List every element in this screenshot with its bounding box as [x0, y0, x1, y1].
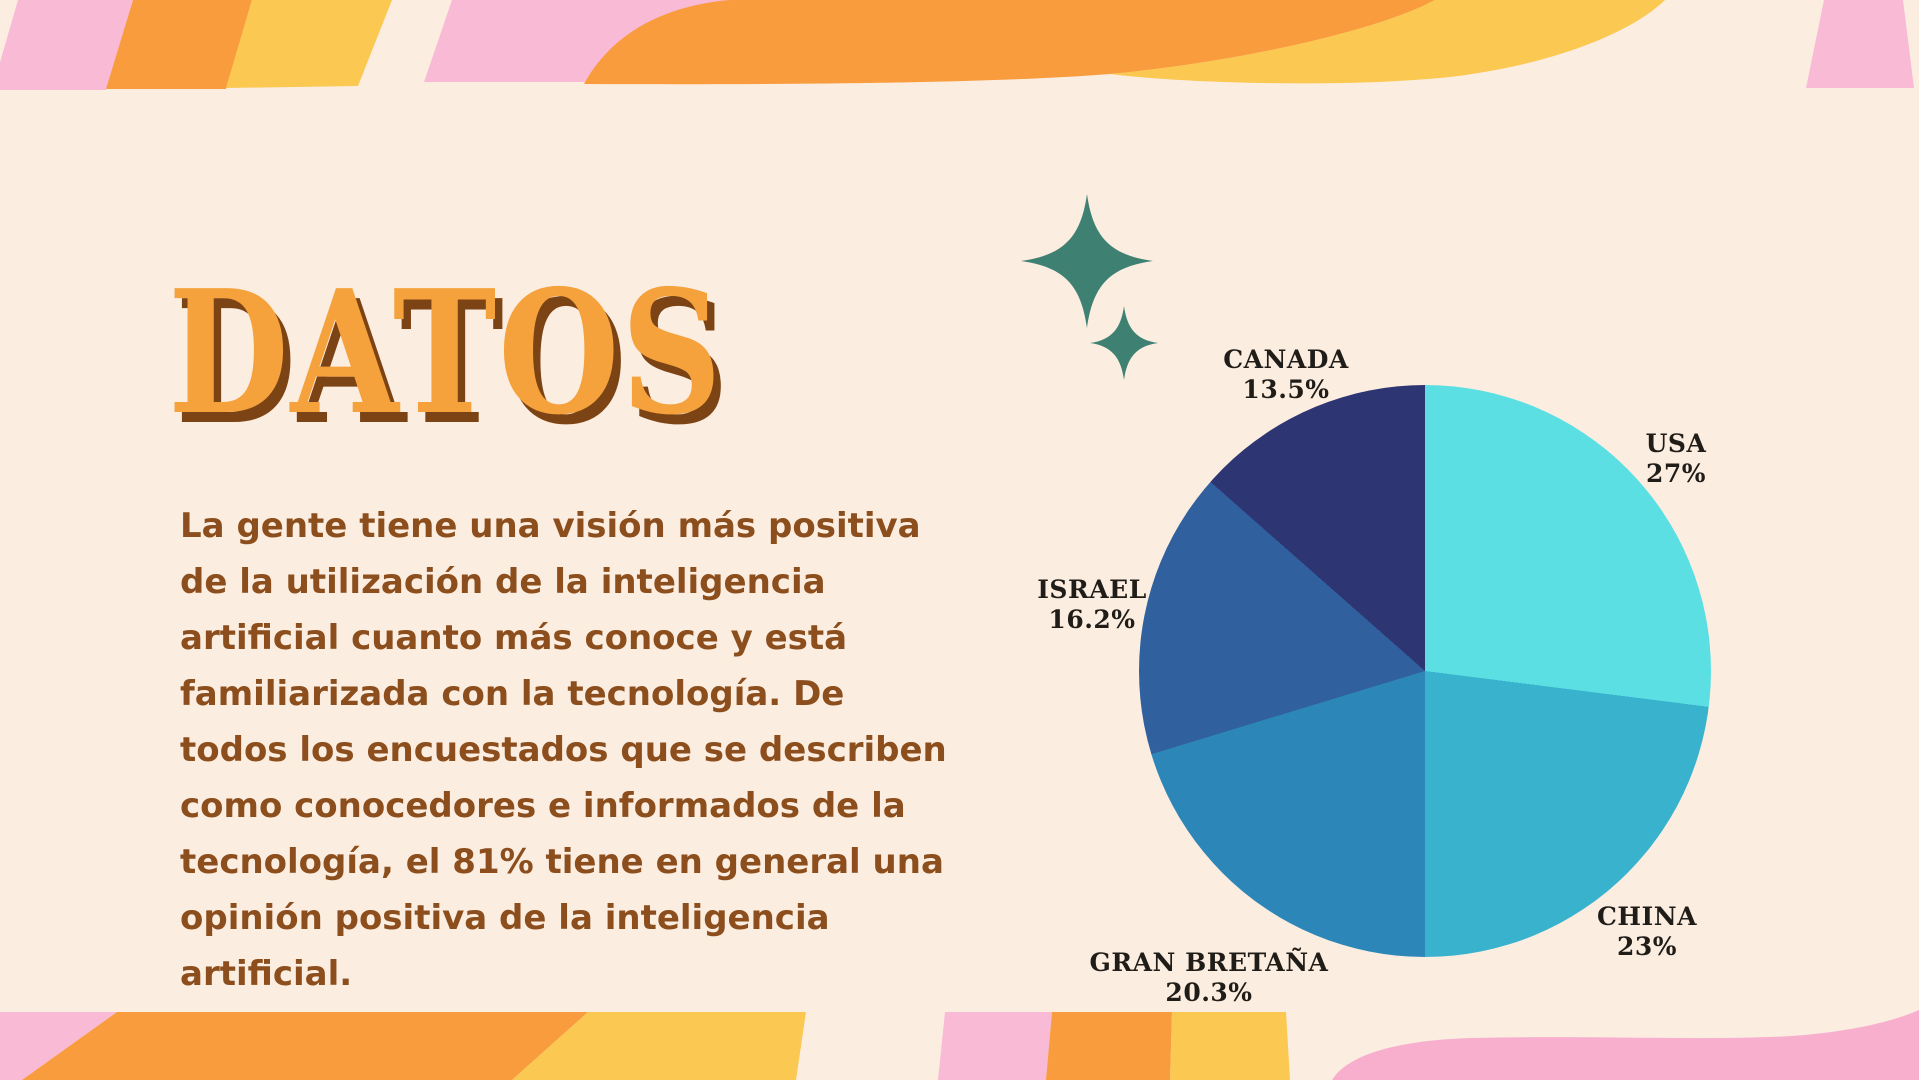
top-decoration [0, 0, 1914, 90]
pie-label-israel: ISRAEL 16.2% [1037, 575, 1147, 635]
page-title: DATOS [168, 253, 724, 453]
pie-label-usa: USA 27% [1646, 429, 1707, 489]
bottom-decoration [0, 1010, 1919, 1080]
pie-chart [1139, 385, 1711, 957]
pie-label-name: ISRAEL [1037, 575, 1147, 604]
top-left-orange-stripe [106, 0, 252, 89]
pie-label-name: CHINA [1597, 902, 1697, 931]
paragraph-line: tecnología, el 81% tiene en general una [180, 842, 944, 882]
top-right-pink-stripe [1806, 0, 1914, 88]
pie-label-name: GRAN BRETAÑA [1089, 948, 1329, 977]
pie-label-value: 13.5% [1242, 375, 1330, 404]
body-paragraph: La gente tiene una visión más positiva d… [180, 498, 947, 1002]
pie-label-gran-bretana: GRAN BRETAÑA 20.3% [1090, 948, 1329, 1008]
top-yellow-wave [1110, 0, 1665, 84]
paragraph-line: La gente tiene una visión más positiva [180, 506, 921, 546]
bottom-right-pink-blob [1332, 1010, 1919, 1080]
paragraph-line: como conocedores e informados de la [180, 786, 906, 826]
top-left-pink-stripe [0, 0, 133, 90]
pie-label-value: 23% [1616, 932, 1678, 961]
paragraph-line: artificial cuanto más conoce y está [180, 618, 848, 658]
bottom-left-pink-stripe [0, 1012, 117, 1080]
top-left-yellow-stripe [226, 0, 392, 88]
bottom-middle-orange-stripe [1046, 1012, 1172, 1080]
sparkle-icon [1021, 194, 1153, 328]
sparkle-icon [1090, 306, 1158, 380]
bottom-left-orange-stripe [22, 1012, 588, 1080]
top-orange-wave [584, 0, 1435, 85]
pie-label-value: 20.3% [1165, 978, 1253, 1007]
pie-label-name: USA [1645, 429, 1707, 458]
pie-label-value: 16.2% [1048, 605, 1136, 634]
pie-label-value: 27% [1645, 459, 1707, 488]
pie-label-canada: CANADA 13.5% [1223, 345, 1349, 405]
bottom-middle-pink-stripe [938, 1012, 1052, 1080]
paragraph-line: artificial. [180, 954, 353, 994]
paragraph-line: opinión positiva de la inteligencia [180, 898, 830, 938]
paragraph-line: de la utilización de la inteligencia [180, 562, 826, 602]
paragraph-line: familiarizada con la tecnología. De [180, 674, 845, 714]
paragraph-line: todos los encuestados que se describen [180, 730, 947, 770]
pie-label-china: CHINA 23% [1597, 902, 1697, 962]
bottom-left-yellow-stripe [512, 1012, 806, 1080]
pie-label-name: CANADA [1223, 345, 1349, 374]
bottom-middle-yellow-stripe [1170, 1012, 1290, 1080]
